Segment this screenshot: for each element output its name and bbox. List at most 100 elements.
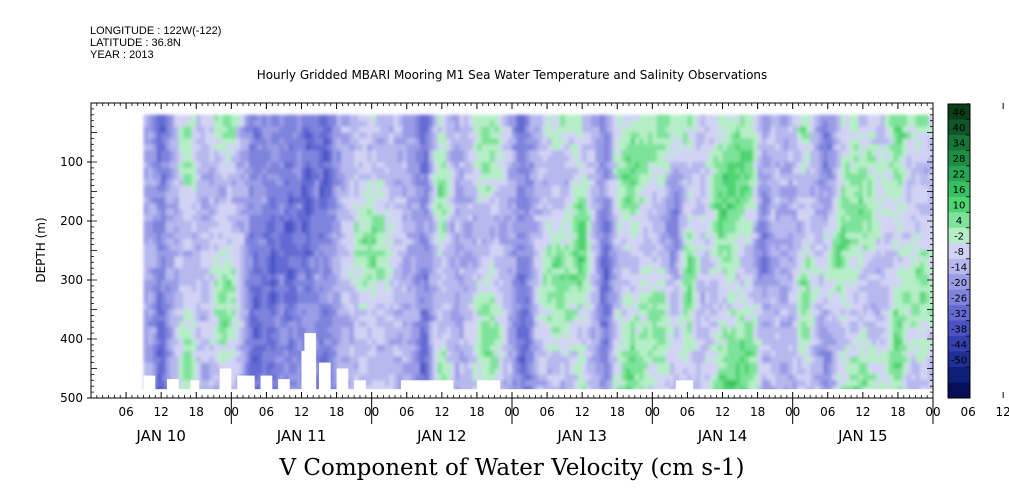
heatmap-cell xyxy=(525,291,531,299)
heatmap-cell xyxy=(485,232,491,240)
heatmap-cell xyxy=(367,339,373,346)
heatmap-cell xyxy=(538,256,544,264)
heatmap-cell xyxy=(397,303,404,311)
heatmap-cell xyxy=(459,362,465,370)
heatmap-cell xyxy=(305,150,312,157)
heatmap-cell xyxy=(235,203,241,210)
heatmap-cell xyxy=(494,167,500,175)
heatmap-cell xyxy=(270,132,276,140)
heatmap-cell xyxy=(161,244,167,252)
heatmap-cell xyxy=(283,356,290,364)
heatmap-cell xyxy=(266,344,272,352)
heatmap-cell xyxy=(494,309,500,317)
heatmap-cell xyxy=(244,132,250,140)
heatmap-cell xyxy=(454,162,461,169)
heatmap-cell xyxy=(424,144,430,151)
heatmap-cell xyxy=(288,238,294,246)
heatmap-cell xyxy=(183,268,189,275)
heatmap-cell xyxy=(205,380,211,387)
heatmap-cell xyxy=(459,156,465,163)
heatmap-cell xyxy=(586,167,592,175)
heatmap-cell xyxy=(503,303,509,311)
heatmap-cell xyxy=(533,380,540,387)
heatmap-cell xyxy=(393,232,399,240)
heatmap-cell xyxy=(459,250,465,258)
heatmap-cell xyxy=(332,120,338,128)
heatmap-cell xyxy=(314,356,320,364)
heatmap-cell xyxy=(148,191,154,199)
heatmap-cell xyxy=(191,232,198,240)
heatmap-cell xyxy=(327,327,333,334)
heatmap-cell xyxy=(520,173,526,181)
heatmap-cell xyxy=(424,268,430,275)
heatmap-cell xyxy=(156,356,162,364)
heatmap-cell xyxy=(279,232,285,240)
heatmap-cell xyxy=(270,339,276,346)
heatmap-cell xyxy=(275,274,281,281)
heatmap-cell xyxy=(257,167,263,175)
heatmap-cell xyxy=(178,262,184,269)
heatmap-cell xyxy=(485,185,491,193)
heatmap-cell xyxy=(367,321,373,328)
heatmap-cell xyxy=(512,256,518,264)
heatmap-cell xyxy=(533,221,540,228)
heatmap-cell xyxy=(253,268,259,275)
heatmap-cell xyxy=(393,167,399,175)
heatmap-cell xyxy=(288,262,294,269)
heatmap-cell xyxy=(454,132,461,140)
heatmap-cell xyxy=(143,285,149,293)
heatmap-cell xyxy=(148,173,154,181)
heatmap-cell xyxy=(174,309,180,317)
heatmap-cell xyxy=(472,333,478,340)
heatmap-cell xyxy=(323,197,329,205)
heatmap-cell xyxy=(577,368,583,376)
heatmap-cell xyxy=(415,156,421,163)
heatmap-cell xyxy=(437,215,443,222)
heatmap-cell xyxy=(314,226,320,234)
heatmap-cell xyxy=(367,120,373,128)
heatmap-cell xyxy=(161,297,167,305)
heatmap-cell xyxy=(332,280,338,287)
heatmap-cell xyxy=(244,339,250,346)
heatmap-cell xyxy=(564,114,570,122)
heatmap-cell xyxy=(174,221,180,228)
heatmap-cell xyxy=(340,262,347,269)
heatmap-cell xyxy=(564,179,570,187)
heatmap-cell xyxy=(586,344,592,352)
heatmap-cell xyxy=(222,344,228,352)
heatmap-cell xyxy=(533,179,540,187)
heatmap-cell xyxy=(371,362,377,370)
heatmap-cell xyxy=(266,262,272,269)
heatmap-cell xyxy=(376,309,382,317)
heatmap-cell xyxy=(336,215,342,222)
heatmap-cell xyxy=(253,285,259,293)
heatmap-cell xyxy=(196,197,202,205)
heatmap-cell xyxy=(191,144,198,151)
heatmap-cell xyxy=(367,114,373,122)
heatmap-cell xyxy=(384,221,391,228)
heatmap-cell xyxy=(349,380,355,387)
heatmap-cell xyxy=(415,126,421,134)
heatmap-cell xyxy=(419,309,426,317)
heatmap-cell xyxy=(354,238,360,246)
heatmap-cell xyxy=(332,209,338,216)
heatmap-cell xyxy=(424,250,430,258)
heatmap-cell xyxy=(547,274,553,281)
heatmap-cell xyxy=(349,344,355,352)
heatmap-cell xyxy=(327,339,333,346)
heatmap-cell xyxy=(529,303,535,311)
heatmap-cell xyxy=(354,232,360,240)
heatmap-cell xyxy=(196,232,202,240)
heatmap-cell xyxy=(476,250,483,258)
heatmap-cell xyxy=(152,126,158,134)
heatmap-cell xyxy=(301,185,307,193)
heatmap-cell xyxy=(270,114,276,122)
heatmap-cell xyxy=(205,197,211,205)
heatmap-cell xyxy=(358,315,364,323)
heatmap-cell xyxy=(332,221,338,228)
heatmap-cell xyxy=(310,250,316,258)
heatmap-cell xyxy=(560,339,566,346)
heatmap-cell xyxy=(209,362,215,370)
heatmap-cell xyxy=(143,203,149,210)
heatmap-cell xyxy=(411,179,417,187)
